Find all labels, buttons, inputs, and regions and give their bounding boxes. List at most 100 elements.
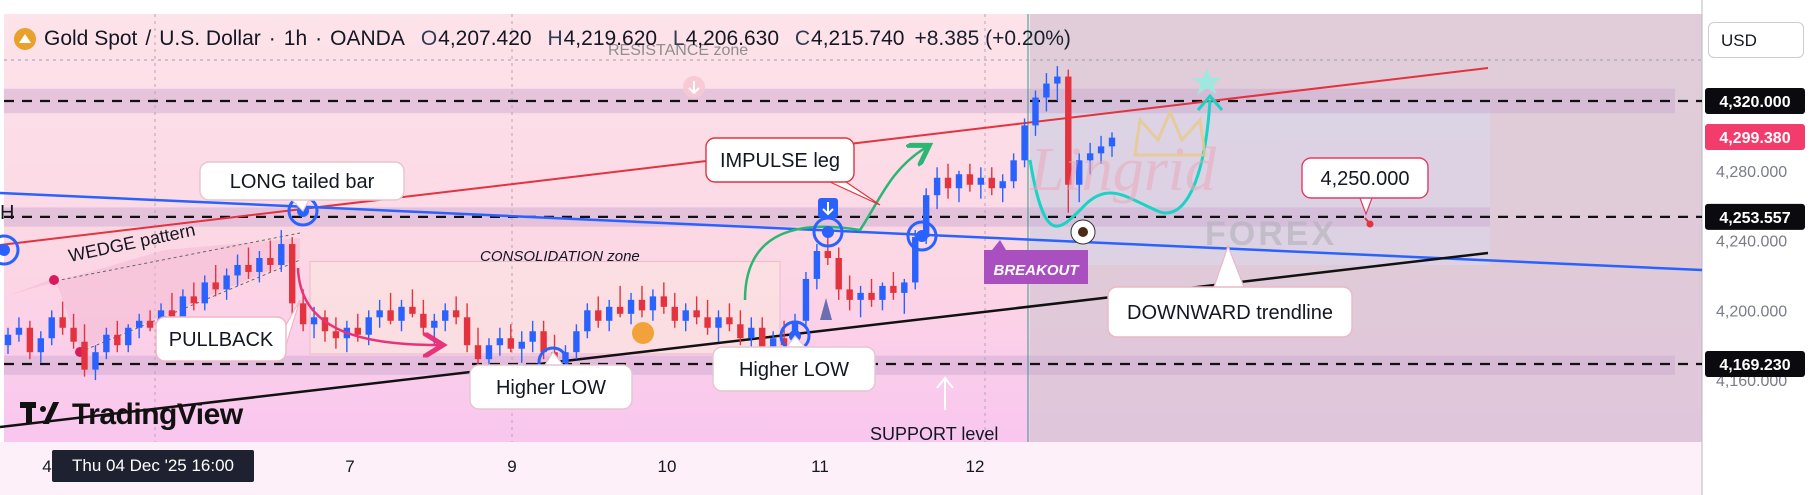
candle-body bbox=[1086, 153, 1094, 161]
candle-body bbox=[671, 306, 678, 321]
candle-body bbox=[1010, 160, 1017, 182]
svg-text:4,299.380: 4,299.380 bbox=[1719, 130, 1790, 147]
price-tick-2: 4,240.000 bbox=[1716, 234, 1787, 251]
candle-body bbox=[463, 317, 471, 346]
low-value: 4,206.630 bbox=[685, 27, 780, 50]
candle-body bbox=[518, 341, 525, 349]
candle-body bbox=[70, 327, 77, 342]
candle-body bbox=[649, 296, 657, 311]
svg-text:Higher LOW: Higher LOW bbox=[496, 377, 606, 399]
svg-text:4,253.557: 4,253.557 bbox=[1719, 210, 1790, 227]
swing-marker-1[interactable] bbox=[0, 234, 20, 266]
price-label-3[interactable]: 4,169.230 bbox=[1705, 351, 1805, 377]
candle-body bbox=[540, 331, 547, 353]
candle-body bbox=[759, 327, 766, 349]
candle-body bbox=[824, 251, 832, 258]
time-tick-2: 9 bbox=[507, 457, 516, 476]
time-tick-1: 7 bbox=[345, 457, 354, 476]
candle-body bbox=[715, 317, 722, 328]
target-dot bbox=[1366, 220, 1374, 228]
breakout-tag[interactable]: BREAKOUT bbox=[984, 240, 1088, 284]
candle-body bbox=[584, 310, 591, 332]
candle-body bbox=[103, 334, 110, 353]
candle-body bbox=[1076, 160, 1083, 185]
tradingview-wordmark: TradingView bbox=[72, 398, 243, 431]
downward-trendline[interactable] bbox=[0, 191, 1703, 272]
candle-body bbox=[1108, 137, 1116, 147]
swing-marker-dot-1 bbox=[0, 244, 10, 256]
higher-low-callout-2[interactable]: Higher LOW bbox=[712, 335, 876, 392]
wedge-lower bbox=[79, 259, 301, 353]
candle-body bbox=[693, 310, 700, 318]
candle-body bbox=[431, 320, 438, 328]
candle-body bbox=[179, 296, 187, 318]
resistance-zone-label: RESISTANCE zone bbox=[608, 42, 748, 59]
candle-body bbox=[769, 338, 777, 349]
swing-marker-4[interactable] bbox=[906, 220, 938, 252]
candle-body bbox=[15, 327, 23, 335]
candle-body bbox=[780, 338, 788, 346]
candle-body bbox=[321, 317, 329, 332]
candle-body bbox=[26, 327, 34, 353]
candle-body bbox=[1054, 76, 1061, 84]
currency-button[interactable]: USD bbox=[1708, 22, 1804, 58]
header-dot-2: · bbox=[315, 27, 323, 50]
symbol-name: Gold Spot bbox=[44, 27, 138, 50]
price-axis-bg bbox=[1702, 0, 1812, 495]
symbol-header[interactable]: Gold Spot / U.S. Dollar · 1h · OANDA O4,… bbox=[14, 24, 1071, 54]
candle-body bbox=[190, 296, 198, 304]
tradingview-logo[interactable]: TradingView bbox=[20, 398, 243, 432]
candle-body bbox=[868, 292, 875, 300]
candle-body bbox=[933, 177, 941, 196]
header-dot: · bbox=[268, 27, 276, 50]
rocket-icon bbox=[820, 298, 832, 320]
candle-body bbox=[605, 306, 613, 321]
candle-body bbox=[37, 338, 44, 353]
candle-body bbox=[146, 320, 154, 328]
candle-body bbox=[1021, 125, 1028, 161]
candle-body bbox=[682, 310, 689, 321]
impulse-leg-callout[interactable]: IMPULSE leg bbox=[705, 137, 881, 206]
candle-body bbox=[332, 331, 340, 339]
candle-body bbox=[507, 338, 515, 349]
candle-body bbox=[912, 237, 919, 283]
svg-text:4,169.230: 4,169.230 bbox=[1719, 357, 1790, 374]
tradingview-mark-icon bbox=[20, 402, 68, 428]
candle-body bbox=[420, 313, 427, 328]
price-tick-3: 4,280.000 bbox=[1716, 164, 1787, 181]
candle-body bbox=[901, 282, 908, 293]
candle-body bbox=[474, 345, 482, 360]
high-value: 4,219.620 bbox=[563, 27, 658, 50]
candle-body bbox=[125, 327, 132, 346]
candle-body bbox=[135, 320, 143, 328]
wedge-shape bbox=[10, 238, 300, 350]
candle-body bbox=[966, 174, 974, 185]
candle-body bbox=[846, 289, 853, 300]
svg-text:DOWNWARD trendline: DOWNWARD trendline bbox=[1127, 302, 1333, 324]
downward-trendline-callout[interactable]: DOWNWARD trendline bbox=[1107, 244, 1353, 338]
price-label-2[interactable]: 4,253.557 bbox=[1705, 203, 1805, 230]
candle-body bbox=[409, 306, 416, 314]
candle-body bbox=[890, 285, 897, 293]
impulse-arrow bbox=[743, 148, 925, 301]
support-level-label: SUPPORT level bbox=[870, 424, 998, 444]
candle-body bbox=[1097, 146, 1105, 154]
ohlc-values: O4,207.420 H4,219.620 L4,206.630 C4,215.… bbox=[420, 27, 905, 50]
candle-body bbox=[387, 310, 394, 321]
higher-low-callout-1[interactable]: Higher LOW bbox=[469, 350, 633, 410]
wedge-dot-top bbox=[49, 275, 59, 285]
candle-body bbox=[354, 327, 361, 335]
pullback-callout[interactable]: PULLBACK bbox=[155, 299, 301, 362]
pullback-arrow bbox=[296, 267, 438, 345]
target-value-callout[interactable]: 4,250.000 bbox=[1301, 157, 1429, 216]
candle-body bbox=[168, 310, 176, 318]
price-label-1[interactable]: 4,299.380 bbox=[1705, 123, 1805, 150]
candle-body bbox=[223, 275, 230, 290]
price-label-0[interactable]: 4,320.000 bbox=[1705, 88, 1805, 114]
gold-symbol-icon bbox=[14, 28, 36, 50]
candle-body bbox=[737, 324, 744, 339]
candle-body bbox=[813, 251, 821, 279]
time-tick-5: 12 bbox=[966, 457, 985, 476]
long-tailed-bar-callout[interactable]: LONG tailed bar bbox=[199, 161, 405, 212]
